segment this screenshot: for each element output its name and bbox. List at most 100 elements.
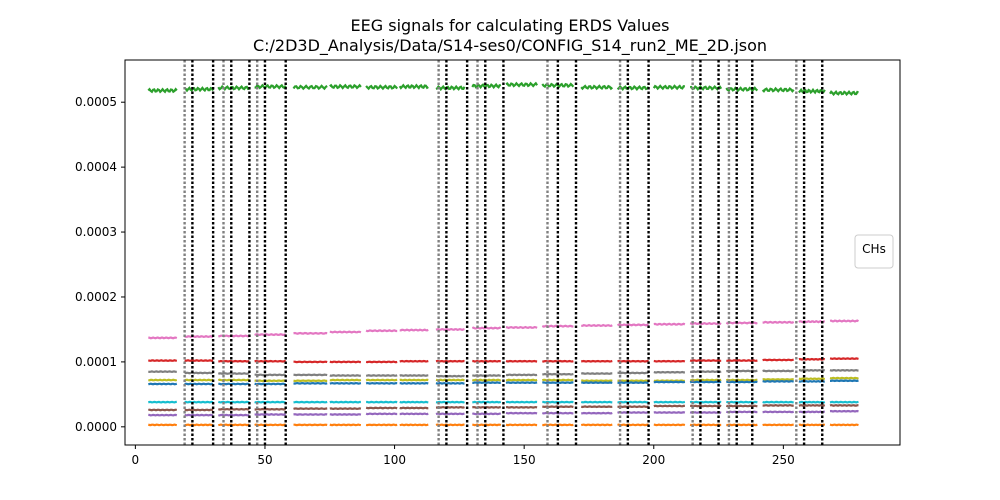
- series-2-segment: [798, 357, 826, 361]
- series-7-segment: [293, 407, 328, 411]
- x-tick-label: 150: [513, 453, 536, 467]
- series-1-segment: [184, 335, 214, 339]
- series-4-segment: [762, 378, 795, 381]
- series-1-segment: [254, 333, 287, 337]
- series-1-segment: [293, 331, 328, 335]
- series-1-segment: [365, 329, 398, 333]
- series-3-segment: [254, 373, 287, 377]
- series-7-segment: [329, 407, 362, 411]
- series-8-segment: [829, 409, 859, 413]
- series-2-segment: [689, 359, 722, 363]
- series-0-segment: [616, 84, 650, 92]
- series-8-segment: [798, 410, 825, 414]
- y-tick-label: 0.0003: [75, 225, 117, 239]
- series-1-segment: [762, 320, 795, 324]
- series-3-segment: [762, 369, 794, 373]
- series-9-segment: [184, 423, 214, 427]
- y-tick-label: 0.0004: [75, 160, 117, 174]
- series-5: [148, 379, 859, 386]
- series-5-segment: [581, 381, 613, 385]
- series-9-segment: [689, 423, 722, 427]
- series-1-segment: [689, 322, 722, 326]
- series-0-segment: [398, 83, 429, 90]
- series-7-segment: [653, 404, 685, 408]
- series-9-segment: [293, 423, 328, 427]
- series-6-segment: [254, 400, 286, 404]
- series-2-segment: [293, 360, 328, 364]
- series-6-segment: [184, 400, 214, 404]
- x-tick-label: 0: [132, 453, 140, 467]
- series-6-segment: [366, 400, 398, 404]
- series-5-segment: [505, 381, 538, 385]
- series-9-segment: [399, 423, 429, 427]
- series-5-segment: [542, 381, 574, 385]
- series-5-segment: [472, 381, 502, 385]
- series-8-segment: [653, 411, 686, 414]
- series-6-segment: [399, 400, 429, 404]
- series-7-segment: [690, 404, 722, 408]
- series-5-segment: [399, 381, 429, 385]
- x-axis: 0 50 100 150 200 250: [132, 445, 795, 467]
- series-9-segment: [829, 423, 859, 427]
- series-2-segment: [472, 359, 502, 363]
- series-2-segment: [762, 358, 794, 362]
- series-5-segment: [798, 379, 825, 383]
- series-4-segment: [184, 378, 214, 382]
- series-4-segment: [829, 376, 859, 380]
- series-7-segment: [365, 406, 398, 410]
- series-0-segment: [435, 84, 466, 92]
- series-3-segment: [399, 374, 429, 377]
- y-tick-label: 0.0005: [75, 95, 117, 109]
- series-1-segment: [505, 325, 538, 330]
- series-0-segment: [147, 87, 178, 94]
- series-6-segment: [798, 400, 826, 404]
- series-8-segment: [472, 412, 501, 416]
- series-8-segment: [254, 413, 286, 416]
- series-6-segment: [435, 400, 465, 404]
- series-8-segment: [617, 411, 649, 414]
- y-axis: 0.0000 0.0001 0.0002 0.0003 0.0004 0.0005: [75, 95, 125, 434]
- series-1-segment: [617, 323, 649, 327]
- series-4-segment: [581, 379, 613, 383]
- series-3-segment: [329, 374, 362, 377]
- series-7-segment: [580, 405, 613, 409]
- series-7-segment: [254, 407, 287, 411]
- series-4-segment: [329, 378, 362, 382]
- series-8-segment: [762, 410, 795, 414]
- event-marker-layer: [183, 60, 824, 445]
- series-4-segment: [690, 378, 722, 382]
- series-5-segment: [762, 379, 794, 383]
- series-3-segment: [617, 371, 649, 375]
- series-3-segment: [147, 370, 177, 374]
- series-8-segment: [505, 411, 538, 415]
- series-0-segment: [254, 83, 287, 90]
- series-8-segment: [329, 413, 362, 416]
- series-7-segment: [798, 403, 826, 407]
- series-0-segment: [829, 90, 859, 97]
- series-4-segment: [505, 378, 538, 382]
- series-9-segment: [798, 423, 826, 427]
- series-7-segment: [399, 406, 429, 410]
- series-3-segment: [798, 368, 826, 372]
- series-8-segment: [435, 412, 465, 416]
- series-6-segment: [329, 400, 361, 404]
- series-8-segment: [148, 413, 178, 417]
- series-1-segment: [829, 319, 859, 323]
- series-0-segment: [652, 84, 685, 91]
- series-2-segment: [184, 359, 214, 363]
- series-2-segment: [617, 359, 649, 363]
- series-6-segment: [147, 400, 177, 404]
- series-2-segment: [365, 360, 398, 364]
- series-8-segment: [581, 411, 613, 415]
- series-4-segment: [148, 378, 178, 382]
- series-5-segment: [218, 382, 250, 386]
- series-8-segment: [184, 413, 214, 417]
- series-7-segment: [435, 405, 465, 409]
- series-5-segment: [653, 380, 686, 384]
- series-6-segment: [293, 400, 328, 404]
- series-8: [148, 409, 859, 417]
- series-7-segment: [505, 405, 538, 409]
- series-8-segment: [399, 412, 429, 416]
- series-4-segment: [399, 378, 429, 382]
